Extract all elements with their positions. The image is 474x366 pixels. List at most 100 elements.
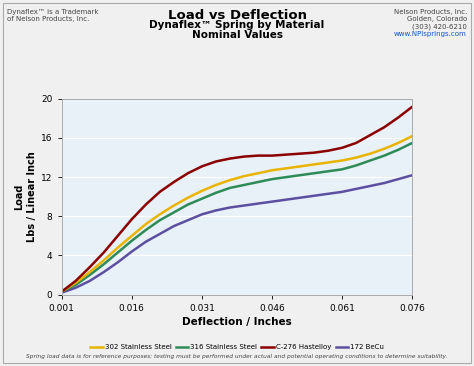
C-276 Hastelloy (87, 265, 92, 269)
C-276 Hastelloy (129, 217, 135, 221)
172 BeCu (354, 187, 359, 191)
172 BeCu (325, 191, 331, 196)
C-276 Hastelloy (199, 164, 205, 169)
316 Stainless Steel (367, 158, 373, 163)
316 Stainless Steel (410, 141, 415, 145)
316 Stainless Steel (129, 239, 135, 243)
C-276 Hastelloy (354, 141, 359, 145)
172 BeCu (283, 198, 289, 202)
Text: Spring load data is for reference purposes; testing must be performed under actu: Spring load data is for reference purpos… (27, 354, 447, 359)
316 Stainless Steel (283, 175, 289, 179)
316 Stainless Steel (87, 273, 92, 277)
172 BeCu (199, 212, 205, 217)
302 Stainless Steel (255, 171, 261, 175)
302 Stainless Steel (157, 212, 163, 217)
Text: Load vs Deflection: Load vs Deflection (167, 9, 307, 22)
172 BeCu (157, 232, 163, 236)
302 Stainless Steel (269, 168, 275, 172)
Text: Dynaflex™ is a Trademark: Dynaflex™ is a Trademark (7, 9, 99, 15)
302 Stainless Steel (101, 258, 107, 262)
302 Stainless Steel (199, 188, 205, 193)
316 Stainless Steel (325, 169, 331, 173)
172 BeCu (395, 177, 401, 181)
172 BeCu (227, 205, 233, 210)
C-276 Hastelloy (185, 171, 191, 175)
316 Stainless Steel (297, 173, 303, 178)
172 BeCu (269, 199, 275, 204)
C-276 Hastelloy (73, 279, 79, 283)
Text: Nelson Products, Inc.: Nelson Products, Inc. (393, 9, 467, 15)
C-276 Hastelloy (59, 290, 64, 294)
316 Stainless Steel (311, 171, 317, 175)
C-276 Hastelloy (395, 115, 401, 120)
302 Stainless Steel (73, 281, 79, 285)
Line: 316 Stainless Steel: 316 Stainless Steel (62, 143, 412, 292)
Line: 172 BeCu: 172 BeCu (62, 175, 412, 293)
C-276 Hastelloy (101, 250, 107, 255)
302 Stainless Steel (297, 164, 303, 169)
302 Stainless Steel (410, 134, 415, 138)
C-276 Hastelloy (157, 190, 163, 194)
Line: C-276 Hastelloy: C-276 Hastelloy (62, 107, 412, 292)
C-276 Hastelloy (255, 153, 261, 158)
172 BeCu (171, 224, 177, 228)
302 Stainless Steel (59, 290, 64, 294)
C-276 Hastelloy (227, 156, 233, 161)
172 BeCu (129, 249, 135, 254)
302 Stainless Steel (213, 183, 219, 187)
172 BeCu (101, 270, 107, 274)
316 Stainless Steel (185, 202, 191, 207)
C-276 Hastelloy (283, 152, 289, 157)
316 Stainless Steel (115, 250, 120, 255)
172 BeCu (255, 201, 261, 206)
172 BeCu (73, 285, 79, 290)
172 BeCu (213, 208, 219, 213)
316 Stainless Steel (354, 163, 359, 168)
316 Stainless Steel (395, 147, 401, 152)
C-276 Hastelloy (213, 159, 219, 164)
X-axis label: Deflection / Inches: Deflection / Inches (182, 317, 292, 327)
C-276 Hastelloy (115, 234, 120, 238)
C-276 Hastelloy (269, 153, 275, 158)
316 Stainless Steel (101, 262, 107, 266)
316 Stainless Steel (199, 197, 205, 201)
C-276 Hastelloy (339, 146, 345, 150)
Text: of Nelson Products, Inc.: of Nelson Products, Inc. (7, 16, 90, 22)
302 Stainless Steel (115, 246, 120, 250)
Text: Dynaflex™ Spring by Material: Dynaflex™ Spring by Material (149, 20, 325, 30)
316 Stainless Steel (241, 183, 247, 187)
302 Stainless Steel (143, 222, 149, 226)
316 Stainless Steel (143, 228, 149, 232)
Y-axis label: Load
Lbs / Linear Inch: Load Lbs / Linear Inch (14, 152, 37, 242)
172 BeCu (59, 291, 64, 295)
302 Stainless Steel (185, 195, 191, 200)
302 Stainless Steel (241, 174, 247, 178)
172 BeCu (311, 194, 317, 198)
316 Stainless Steel (213, 191, 219, 195)
C-276 Hastelloy (297, 152, 303, 156)
302 Stainless Steel (395, 141, 401, 145)
Text: Golden, Colorado: Golden, Colorado (407, 16, 467, 22)
172 BeCu (143, 240, 149, 244)
302 Stainless Steel (354, 155, 359, 160)
302 Stainless Steel (87, 270, 92, 274)
Text: www.NPIsprings.com: www.NPIsprings.com (394, 31, 467, 37)
316 Stainless Steel (73, 283, 79, 287)
316 Stainless Steel (171, 210, 177, 214)
302 Stainless Steel (283, 166, 289, 171)
172 BeCu (382, 181, 387, 185)
172 BeCu (297, 195, 303, 200)
172 BeCu (367, 184, 373, 188)
302 Stainless Steel (382, 146, 387, 151)
302 Stainless Steel (171, 203, 177, 208)
316 Stainless Steel (227, 186, 233, 190)
302 Stainless Steel (311, 162, 317, 167)
302 Stainless Steel (325, 160, 331, 165)
172 BeCu (115, 260, 120, 265)
172 BeCu (241, 203, 247, 208)
C-276 Hastelloy (325, 149, 331, 153)
Line: 302 Stainless Steel: 302 Stainless Steel (62, 136, 412, 292)
C-276 Hastelloy (367, 133, 373, 137)
316 Stainless Steel (339, 167, 345, 172)
302 Stainless Steel (129, 234, 135, 238)
